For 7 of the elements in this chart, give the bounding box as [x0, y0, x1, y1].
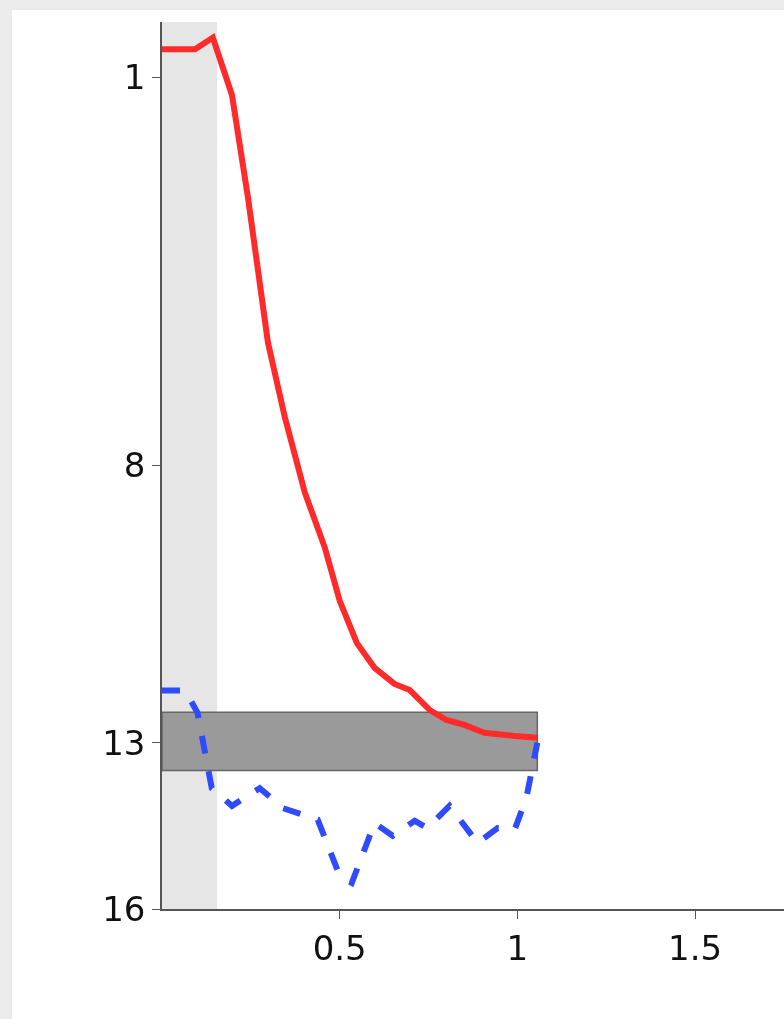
y-tick-label: 16: [102, 888, 146, 929]
x-tick-label: 1: [506, 927, 529, 968]
x-tick-label: 1.5: [668, 927, 723, 968]
y-tick-label: 1: [123, 57, 146, 98]
y-tick-label: 8: [123, 445, 146, 486]
x-tick-label: 0.5: [312, 927, 367, 968]
y-tick-label: 13: [102, 722, 146, 763]
